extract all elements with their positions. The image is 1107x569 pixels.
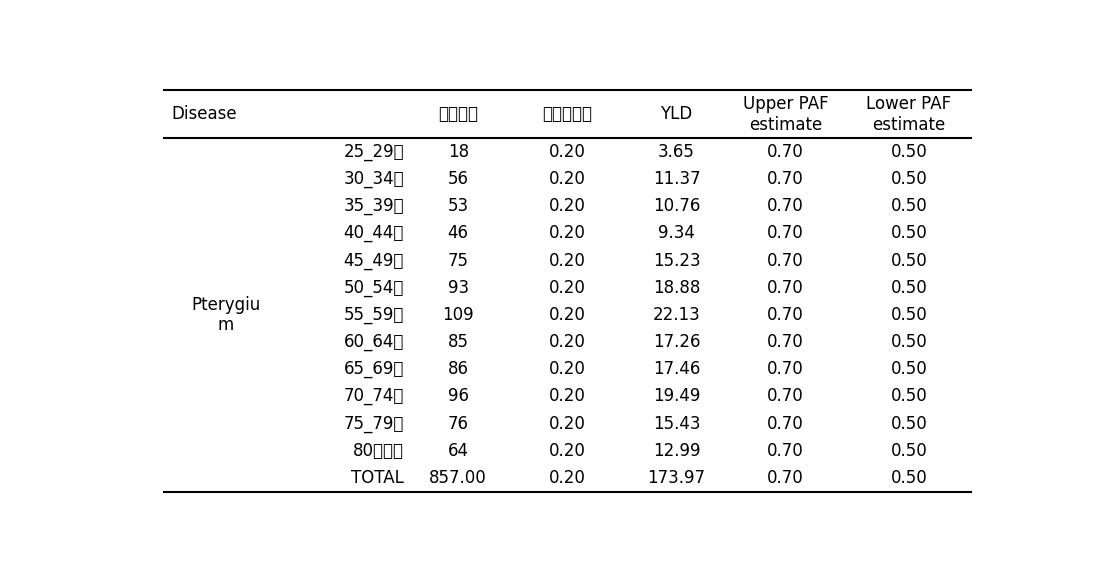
- Text: 0.70: 0.70: [767, 442, 804, 460]
- Text: TOTAL: TOTAL: [351, 469, 404, 487]
- Text: 0.70: 0.70: [767, 415, 804, 432]
- Text: 0.50: 0.50: [890, 306, 928, 324]
- Text: 0.20: 0.20: [549, 333, 586, 351]
- Text: 17.26: 17.26: [653, 333, 701, 351]
- Text: 0.70: 0.70: [767, 224, 804, 242]
- Text: 0.20: 0.20: [549, 143, 586, 161]
- Text: 25_29세: 25_29세: [343, 143, 404, 161]
- Text: 19.49: 19.49: [653, 387, 700, 406]
- Text: 17.46: 17.46: [653, 360, 700, 378]
- Text: 45_49세: 45_49세: [343, 251, 404, 270]
- Text: 9.34: 9.34: [658, 224, 695, 242]
- Text: 76: 76: [447, 415, 468, 432]
- Text: 0.70: 0.70: [767, 251, 804, 270]
- Text: 0.20: 0.20: [549, 279, 586, 297]
- Text: 10.76: 10.76: [653, 197, 700, 215]
- Text: 0.50: 0.50: [890, 279, 928, 297]
- Text: 0.50: 0.50: [890, 170, 928, 188]
- Text: 64: 64: [447, 442, 468, 460]
- Text: 0.50: 0.50: [890, 197, 928, 215]
- Text: 0.20: 0.20: [549, 469, 586, 487]
- Text: 0.70: 0.70: [767, 360, 804, 378]
- Text: 857.00: 857.00: [430, 469, 487, 487]
- Text: 80세이상: 80세이상: [353, 442, 404, 460]
- Text: 15.23: 15.23: [653, 251, 701, 270]
- Text: YLD: YLD: [660, 105, 693, 123]
- Text: 0.70: 0.70: [767, 143, 804, 161]
- Text: 0.20: 0.20: [549, 224, 586, 242]
- Text: 0.20: 0.20: [549, 306, 586, 324]
- Text: 0.20: 0.20: [549, 170, 586, 188]
- Text: 장애가중치: 장애가중치: [542, 105, 592, 123]
- Text: 35_39세: 35_39세: [343, 197, 404, 215]
- Text: Lower PAF
estimate: Lower PAF estimate: [867, 95, 951, 134]
- Text: 0.50: 0.50: [890, 360, 928, 378]
- Text: 0.70: 0.70: [767, 170, 804, 188]
- Text: 0.70: 0.70: [767, 197, 804, 215]
- Text: 109: 109: [443, 306, 474, 324]
- Text: 노출인구: 노출인구: [438, 105, 478, 123]
- Text: 86: 86: [447, 360, 468, 378]
- Text: 18: 18: [447, 143, 468, 161]
- Text: 0.20: 0.20: [549, 387, 586, 406]
- Text: 65_69세: 65_69세: [343, 360, 404, 378]
- Text: 0.70: 0.70: [767, 469, 804, 487]
- Text: 0.50: 0.50: [890, 143, 928, 161]
- Text: 85: 85: [447, 333, 468, 351]
- Text: 96: 96: [447, 387, 468, 406]
- Text: Disease: Disease: [170, 105, 237, 123]
- Text: 0.50: 0.50: [890, 415, 928, 432]
- Text: Upper PAF
estimate: Upper PAF estimate: [743, 95, 828, 134]
- Text: 0.20: 0.20: [549, 415, 586, 432]
- Text: 0.70: 0.70: [767, 333, 804, 351]
- Text: Pterygiu
m: Pterygiu m: [192, 295, 260, 335]
- Text: 0.20: 0.20: [549, 360, 586, 378]
- Text: 11.37: 11.37: [653, 170, 701, 188]
- Text: 75_79세: 75_79세: [343, 415, 404, 432]
- Text: 18.88: 18.88: [653, 279, 700, 297]
- Text: 55_59세: 55_59세: [343, 306, 404, 324]
- Text: 3.65: 3.65: [658, 143, 695, 161]
- Text: 70_74세: 70_74세: [343, 387, 404, 406]
- Text: 12.99: 12.99: [653, 442, 701, 460]
- Text: 60_64세: 60_64세: [343, 333, 404, 351]
- Text: 0.50: 0.50: [890, 387, 928, 406]
- Text: 46: 46: [447, 224, 468, 242]
- Text: 0.70: 0.70: [767, 279, 804, 297]
- Text: 0.50: 0.50: [890, 224, 928, 242]
- Text: 0.70: 0.70: [767, 387, 804, 406]
- Text: 50_54세: 50_54세: [343, 279, 404, 297]
- Text: 22.13: 22.13: [652, 306, 701, 324]
- Text: 0.50: 0.50: [890, 333, 928, 351]
- Text: 0.50: 0.50: [890, 442, 928, 460]
- Text: 173.97: 173.97: [648, 469, 705, 487]
- Text: 0.50: 0.50: [890, 469, 928, 487]
- Text: 0.70: 0.70: [767, 306, 804, 324]
- Text: 53: 53: [447, 197, 468, 215]
- Text: 93: 93: [447, 279, 468, 297]
- Text: 0.50: 0.50: [890, 251, 928, 270]
- Text: 30_34세: 30_34세: [343, 170, 404, 188]
- Text: 0.20: 0.20: [549, 197, 586, 215]
- Text: 0.20: 0.20: [549, 442, 586, 460]
- Text: 40_44세: 40_44세: [343, 224, 404, 242]
- Text: 56: 56: [447, 170, 468, 188]
- Text: 75: 75: [447, 251, 468, 270]
- Text: 15.43: 15.43: [653, 415, 701, 432]
- Text: 0.20: 0.20: [549, 251, 586, 270]
